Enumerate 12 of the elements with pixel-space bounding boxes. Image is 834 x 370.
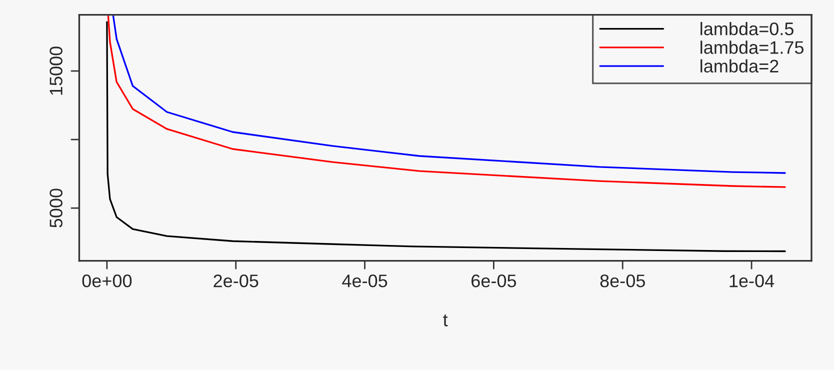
x-tick-label: 2e-05	[214, 274, 258, 288]
legend-label: lambda=0.5	[700, 22, 794, 36]
y-tick-label: 5000	[50, 188, 62, 228]
x-tick-label: 1e-04	[730, 274, 774, 288]
x-tick-label: 4e-05	[342, 274, 388, 288]
legend-label: lambda=2	[700, 59, 778, 73]
y-tick-label: 15000	[50, 46, 62, 95]
x-axis-title: t	[443, 314, 448, 326]
x-tick-label: 6e-05	[472, 274, 516, 288]
x-tick-label: 8e-05	[600, 274, 645, 288]
legend-label: lambda=1.75	[700, 40, 804, 54]
x-tick-label: 0e+00	[82, 274, 132, 288]
